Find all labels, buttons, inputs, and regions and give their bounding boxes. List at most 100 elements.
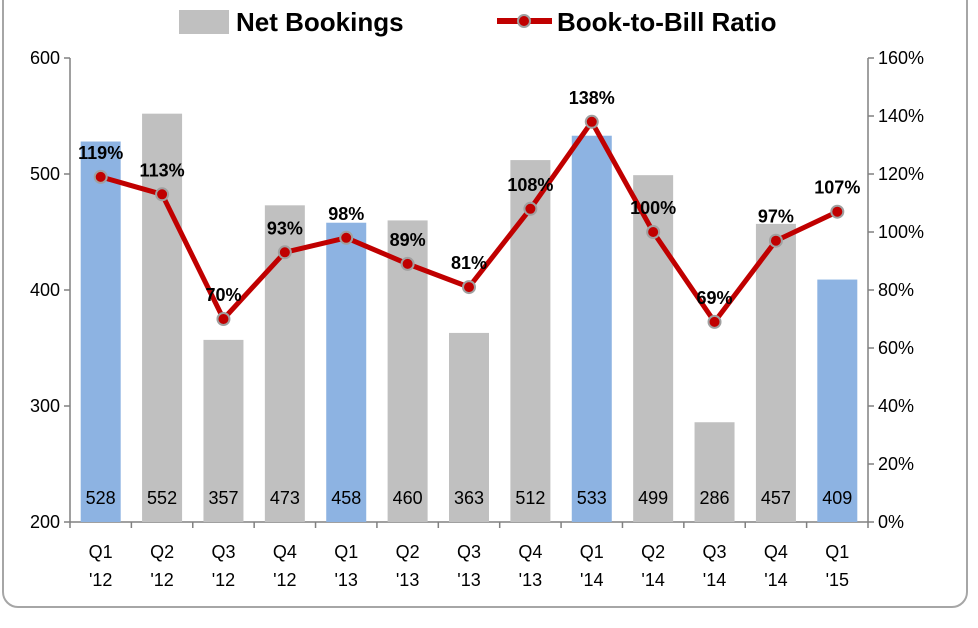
legend-swatch-net-bookings [179,10,229,34]
category-quarter-label: Q1 [580,542,604,562]
net-bookings-bar [817,279,858,522]
book-to-bill-marker [830,204,845,219]
legend-label-net-bookings: Net Bookings [236,7,404,37]
net-bookings-value-label: 499 [638,488,668,508]
book-to-bill-value-label: 81% [451,253,487,273]
book-to-bill-marker [462,280,476,295]
book-to-bill-value-label: 138% [569,88,615,108]
category-year-label: '13 [457,570,480,590]
net-bookings-bar [694,422,735,522]
net-bookings-value-label: 512 [515,488,545,508]
net-bookings-value-label: 286 [700,488,730,508]
category-year-label: '12 [150,570,173,590]
category-quarter-label: Q1 [334,542,358,562]
net-bookings-bar [755,223,796,522]
book-to-bill-value-label: 119% [78,143,123,163]
net-bookings-value-label: 363 [454,488,484,508]
category-quarter-label: Q4 [518,542,542,562]
net-bookings-value-label: 458 [331,488,361,508]
category-quarter-label: Q4 [273,542,297,562]
category-quarter-label: Q2 [150,542,174,562]
left-tick-label: 200 [30,512,60,532]
bar-value-labels: 528 552 357 473 458 460 363 512 533 499 286 457 409 [86,488,853,508]
book-to-bill-value-label: 100% [630,198,676,218]
right-tick-label: 120% [878,164,924,184]
net-bookings-bar [326,222,367,522]
book-to-bill-value-label: 97% [758,207,794,227]
chart-legend: Net Bookings Book-to-Bill Ratio [179,7,777,37]
net-bookings-bar [80,141,121,522]
book-to-bill-marker [646,225,661,239]
left-tick-label: 600 [30,48,60,68]
book-to-bill-value-label: 93% [267,218,303,238]
net-bookings-value-label: 533 [577,488,607,508]
right-tick-label: 100% [878,222,924,242]
net-bookings-value-label: 460 [393,488,423,508]
category-quarter-label: Q3 [457,542,481,562]
book-to-bill-marker [707,314,722,329]
category-labels: Q1 '12 Q2 '12 Q3 '12 Q4 '12 Q1 '13 Q2 '13 Q3 '13 Q4 '13… [89,542,850,590]
category-quarter-label: Q4 [764,542,788,562]
net-bookings-bar [510,160,551,522]
book-to-bill-marker [339,230,354,245]
bars [80,113,858,523]
book-to-bill-value-label: 98% [328,204,364,224]
net-bookings-value-label: 409 [822,488,852,508]
book-to-bill-value-label: 89% [390,230,426,250]
category-quarter-label: Q3 [211,542,235,562]
right-tick-label: 140% [878,106,924,126]
ratio-line: 119% 113% 70% 93% 98% 89% 81% 108% 138% 100% 69% 97… [78,88,860,329]
book-to-bill-marker [277,245,292,260]
category-year-label: '14 [580,570,603,590]
category-year-label: '13 [519,570,542,590]
net-bookings-bar [449,332,489,522]
legend-swatch-marker [517,14,531,28]
net-bookings-value-label: 473 [270,488,300,508]
category-year-label: '13 [396,570,419,590]
book-to-bill-value-label: 113% [140,160,185,180]
net-bookings-value-label: 528 [86,488,116,508]
right-tick-label: 60% [878,338,914,358]
legend-label-book-to-bill: Book-to-Bill Ratio [557,7,777,37]
right-tick-label: 0% [878,512,904,532]
net-bookings-bar [203,339,244,522]
book-to-bill-marker [523,201,538,216]
right-tick-label: 20% [878,454,914,474]
category-year-label: '14 [641,570,664,590]
book-to-bill-marker [216,312,231,326]
category-year-label: '12 [89,570,112,590]
category-quarter-label: Q1 [89,542,113,562]
chart-frame [2,0,968,608]
right-tick-label: 40% [878,396,914,416]
net-bookings-value-label: 457 [761,488,791,508]
right-tick-label: 160% [878,48,924,68]
book-to-bill-value-label: 70% [205,285,241,305]
book-to-bill-marker [584,114,599,129]
left-tick-label: 300 [30,396,60,416]
book-to-bill-marker [400,256,415,271]
category-year-label: '14 [703,570,726,590]
left-tick-label: 500 [30,164,60,184]
net-bookings-value-label: 357 [208,488,238,508]
category-quarter-label: Q2 [641,542,665,562]
book-to-bill-marker [155,187,170,202]
category-quarter-label: Q2 [396,542,420,562]
net-bookings-bar [571,135,612,522]
category-year-label: '14 [764,570,787,590]
category-quarter-label: Q1 [825,542,849,562]
book-to-bill-value-label: 108% [507,175,553,195]
category-quarter-label: Q3 [703,542,727,562]
book-to-bill-value-label: 69% [697,288,733,308]
category-year-label: '15 [826,570,849,590]
category-year-label: '13 [334,570,357,590]
net-bookings-bar [142,113,183,523]
category-year-label: '12 [273,570,296,590]
book-to-bill-marker [93,169,108,184]
category-year-label: '12 [212,570,235,590]
left-tick-label: 400 [30,280,60,300]
book-to-bill-marker [768,233,783,248]
book-to-bill-value-label: 107% [814,178,860,198]
right-tick-label: 80% [878,280,914,300]
net-bookings-value-label: 552 [147,488,177,508]
